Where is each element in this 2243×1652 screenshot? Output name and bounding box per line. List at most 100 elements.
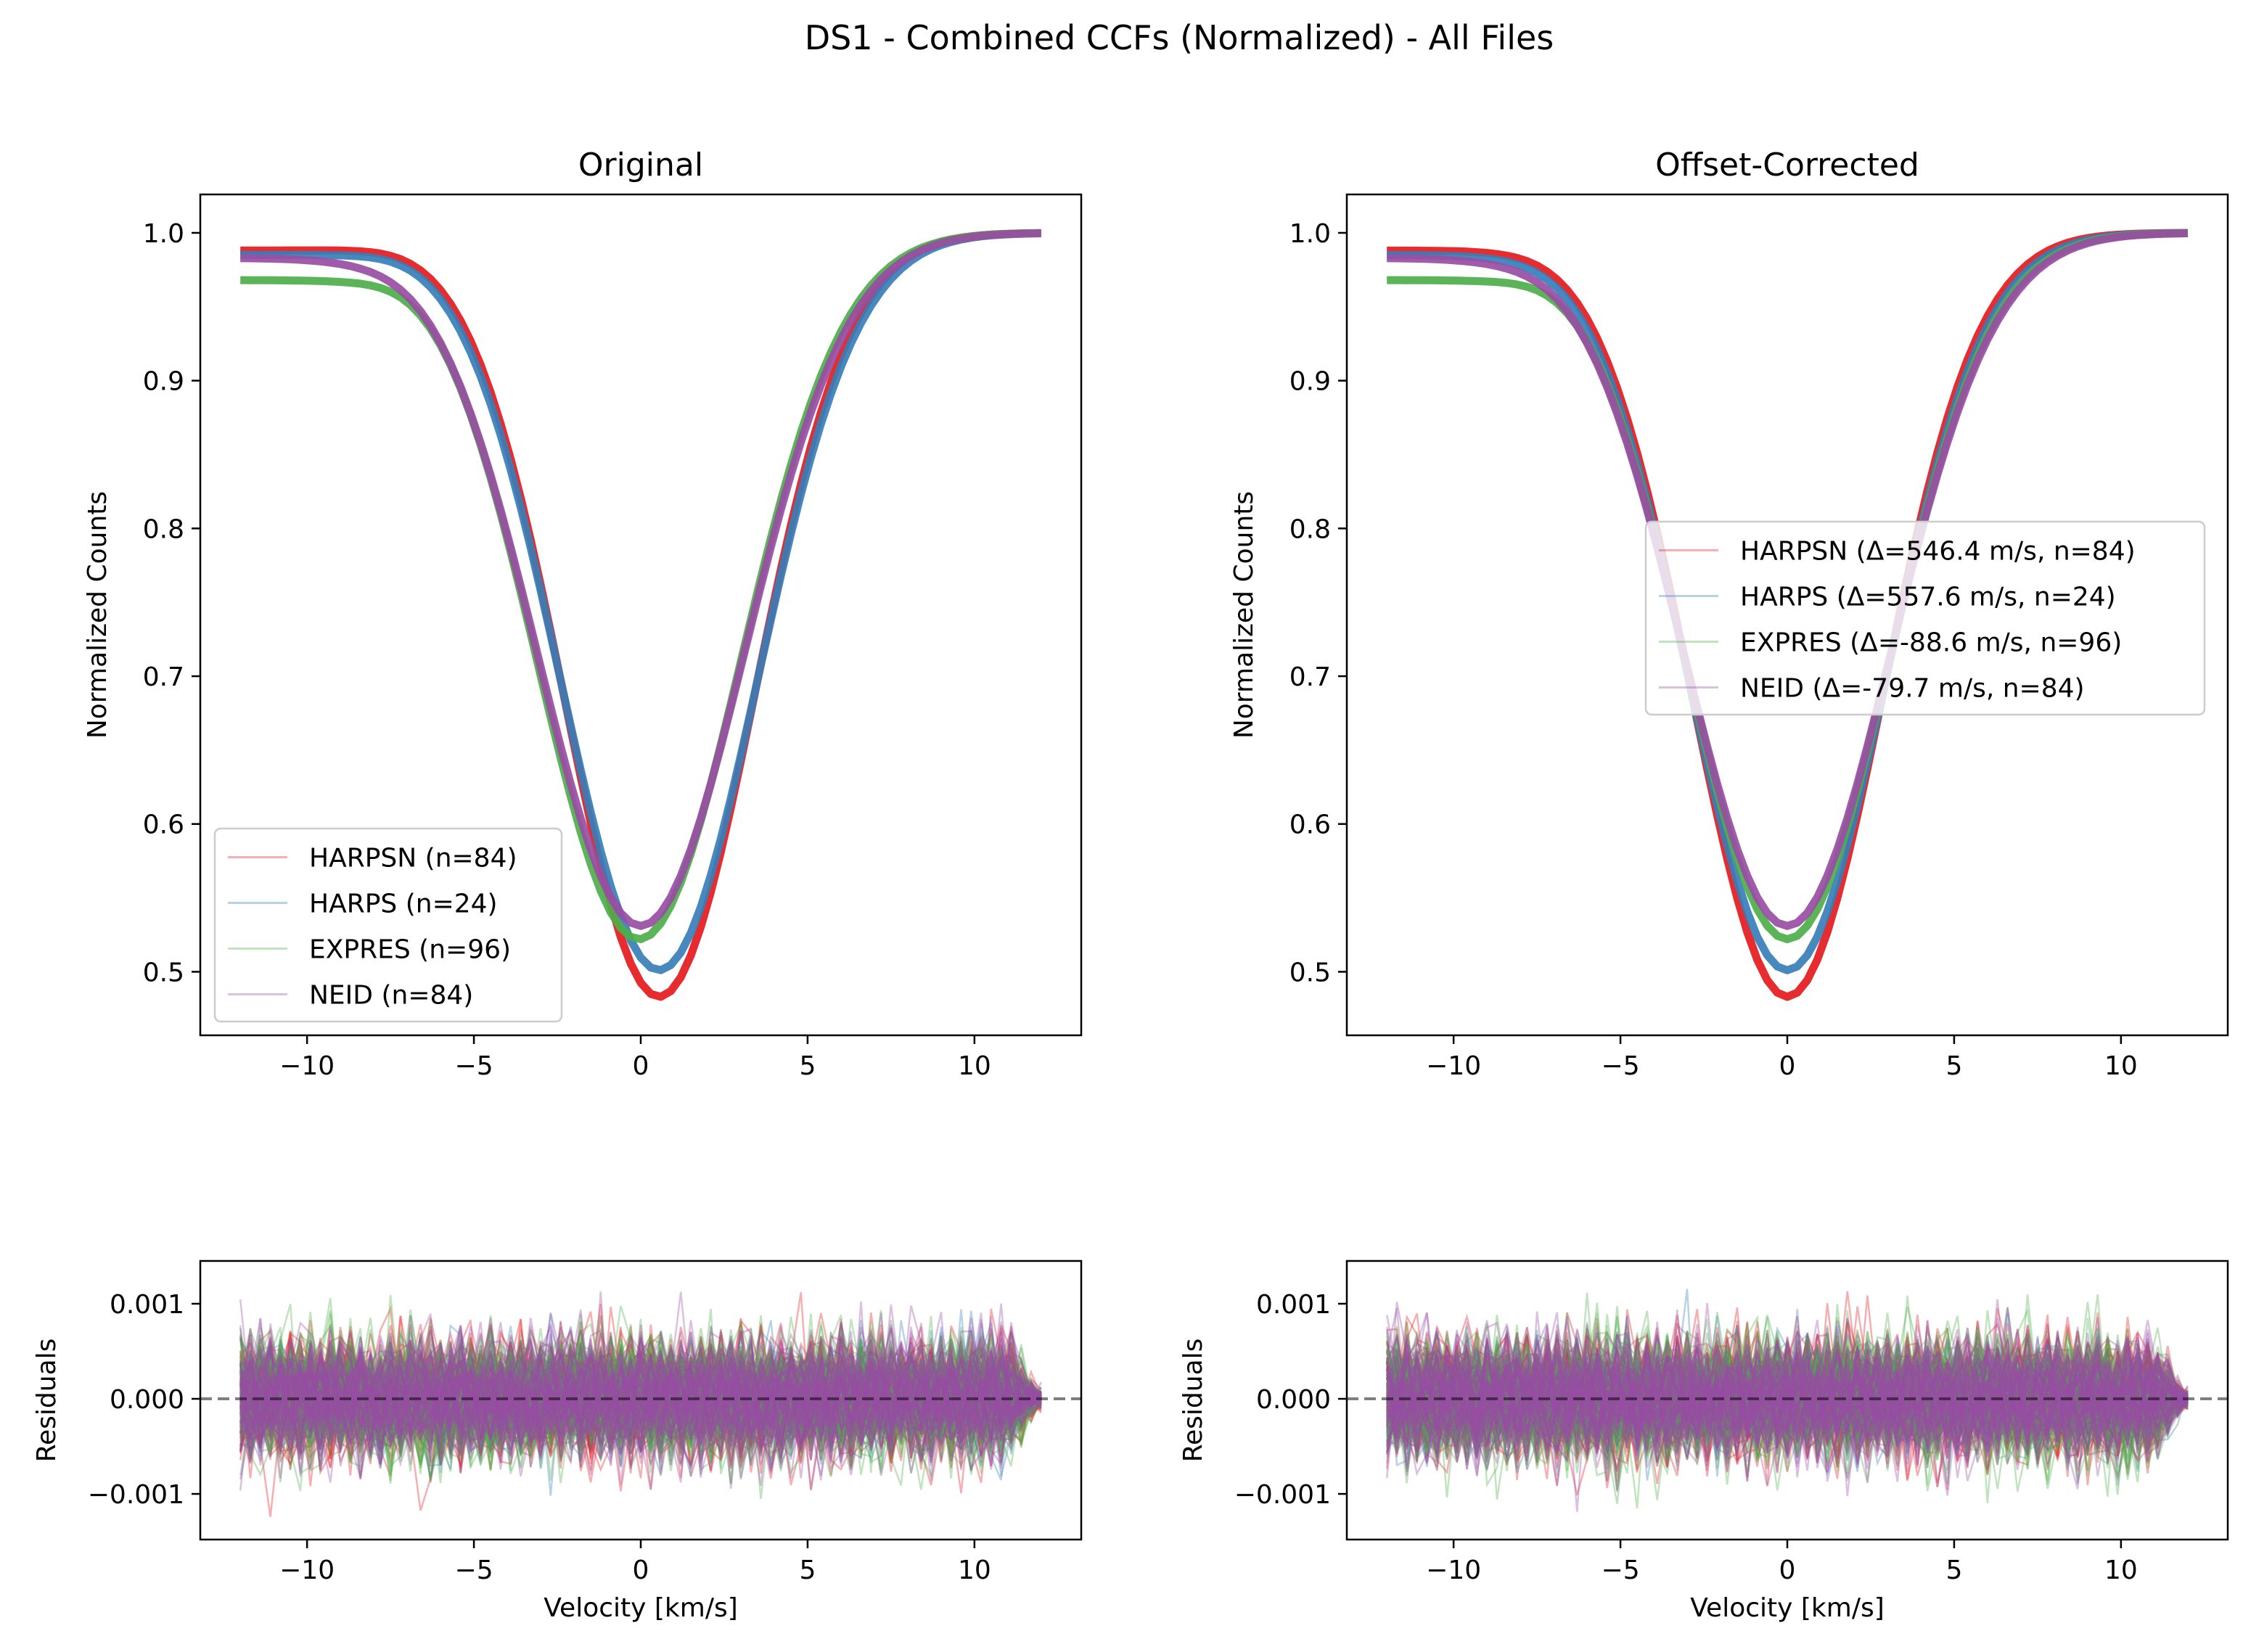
residual-line	[239, 1336, 1042, 1463]
residual-line	[1385, 1337, 2189, 1476]
residual-line	[239, 1330, 1042, 1464]
residual-line	[239, 1342, 1042, 1452]
residual-line	[1386, 1327, 2189, 1471]
figure-suptitle: DS1 - Combined CCFs (Normalized) - All F…	[805, 18, 1554, 57]
residual-line	[1386, 1333, 2189, 1477]
residual-line	[239, 1324, 1042, 1489]
residual-line	[1386, 1309, 2189, 1460]
residual-line	[239, 1326, 1042, 1472]
residual-line	[239, 1333, 1042, 1475]
residual-line	[239, 1324, 1042, 1455]
residual-line	[1386, 1341, 2189, 1461]
residual-line	[1386, 1326, 2189, 1476]
residual-line	[239, 1325, 1042, 1452]
residual-line	[239, 1323, 1042, 1457]
residual-line	[239, 1331, 1042, 1460]
residual-line	[239, 1347, 1042, 1467]
residual-line	[239, 1324, 1041, 1483]
residual-line	[1385, 1336, 2189, 1458]
residual-line	[239, 1294, 1042, 1468]
residual-line	[1385, 1292, 2189, 1460]
residual-line	[239, 1323, 1042, 1481]
residual-line	[1386, 1302, 2189, 1509]
residual-line	[239, 1316, 1042, 1457]
residual-line	[1386, 1324, 2188, 1449]
residual-line	[1386, 1320, 2189, 1468]
residual-line	[239, 1338, 1042, 1470]
residual-line	[1386, 1307, 2188, 1468]
residual-line	[239, 1331, 1041, 1484]
residual-line	[239, 1320, 1042, 1455]
residual-line	[1385, 1344, 2189, 1466]
residual-line	[239, 1329, 1042, 1465]
residual-line	[1385, 1332, 2189, 1486]
residual-line	[1386, 1327, 2189, 1452]
residual-line	[1387, 1324, 2189, 1466]
residual-line	[239, 1328, 1042, 1474]
residual-line	[1386, 1306, 2188, 1458]
residual-line	[1385, 1337, 2189, 1481]
residual-line	[239, 1341, 1042, 1484]
residual-line	[1385, 1331, 2189, 1460]
residual-line	[239, 1344, 1042, 1461]
residual-line	[1386, 1334, 2189, 1461]
residual-line	[1386, 1325, 2189, 1482]
residual-line	[1386, 1325, 2189, 1461]
residual-line	[1385, 1322, 2189, 1481]
residual-line	[1386, 1328, 2189, 1458]
residual-line	[239, 1335, 1042, 1471]
residual-line	[239, 1357, 1042, 1483]
residual-line	[239, 1325, 1042, 1463]
residual-line	[239, 1331, 1042, 1447]
residual-line	[239, 1313, 1041, 1470]
x-tick-label: 5	[1945, 1051, 1962, 1081]
residual-line	[239, 1330, 1042, 1468]
residual-line	[239, 1323, 1042, 1496]
residual-line	[1386, 1330, 2188, 1458]
x-tick-label: 0	[633, 1051, 649, 1081]
residual-line	[1386, 1328, 2189, 1490]
residual-line	[1385, 1315, 2189, 1482]
residual-line	[239, 1327, 1042, 1467]
series-line-neid	[240, 229, 1041, 930]
residual-line	[239, 1305, 1042, 1447]
residual-line	[239, 1343, 1042, 1463]
residual-line	[239, 1343, 1042, 1468]
residual-line	[239, 1339, 1041, 1468]
residual-line	[1386, 1340, 2189, 1463]
residual-line	[239, 1322, 1042, 1465]
residual-line	[239, 1328, 1042, 1474]
residual-line	[239, 1327, 1042, 1471]
residual-line	[239, 1299, 1042, 1468]
residual-line	[239, 1331, 1042, 1476]
residual-line	[239, 1327, 1042, 1452]
x-tick-label: −5	[455, 1051, 493, 1081]
residual-line	[1386, 1335, 2189, 1456]
legend-box	[1644, 520, 2206, 716]
residual-line	[239, 1323, 1042, 1489]
residual-line	[1386, 1339, 2189, 1471]
residual-line	[239, 1326, 1042, 1461]
plot-area	[1387, 229, 2188, 1001]
residual-line	[1385, 1304, 2189, 1463]
residual-line	[1387, 1339, 2188, 1467]
residual-line	[239, 1340, 1042, 1471]
residual-line	[1386, 1338, 2189, 1496]
residual-line	[1386, 1333, 2189, 1463]
residual-line	[1386, 1341, 2189, 1451]
residual-line	[239, 1305, 1041, 1471]
x-axis-label: Velocity [km/s]	[544, 1593, 738, 1623]
residual-line	[239, 1318, 1042, 1466]
residual-line	[1385, 1327, 2189, 1471]
residual-line	[239, 1339, 1042, 1486]
residual-line	[240, 1291, 1041, 1468]
residual-line	[1385, 1327, 2189, 1495]
residual-line	[1386, 1330, 2188, 1488]
residual-line	[239, 1321, 1041, 1456]
residual-line	[239, 1301, 1042, 1460]
residual-line	[1386, 1326, 2189, 1452]
residual-line	[1385, 1352, 2189, 1474]
residual-line	[239, 1338, 1042, 1490]
residual-line	[240, 1315, 1042, 1476]
residual-line	[1385, 1334, 2189, 1467]
